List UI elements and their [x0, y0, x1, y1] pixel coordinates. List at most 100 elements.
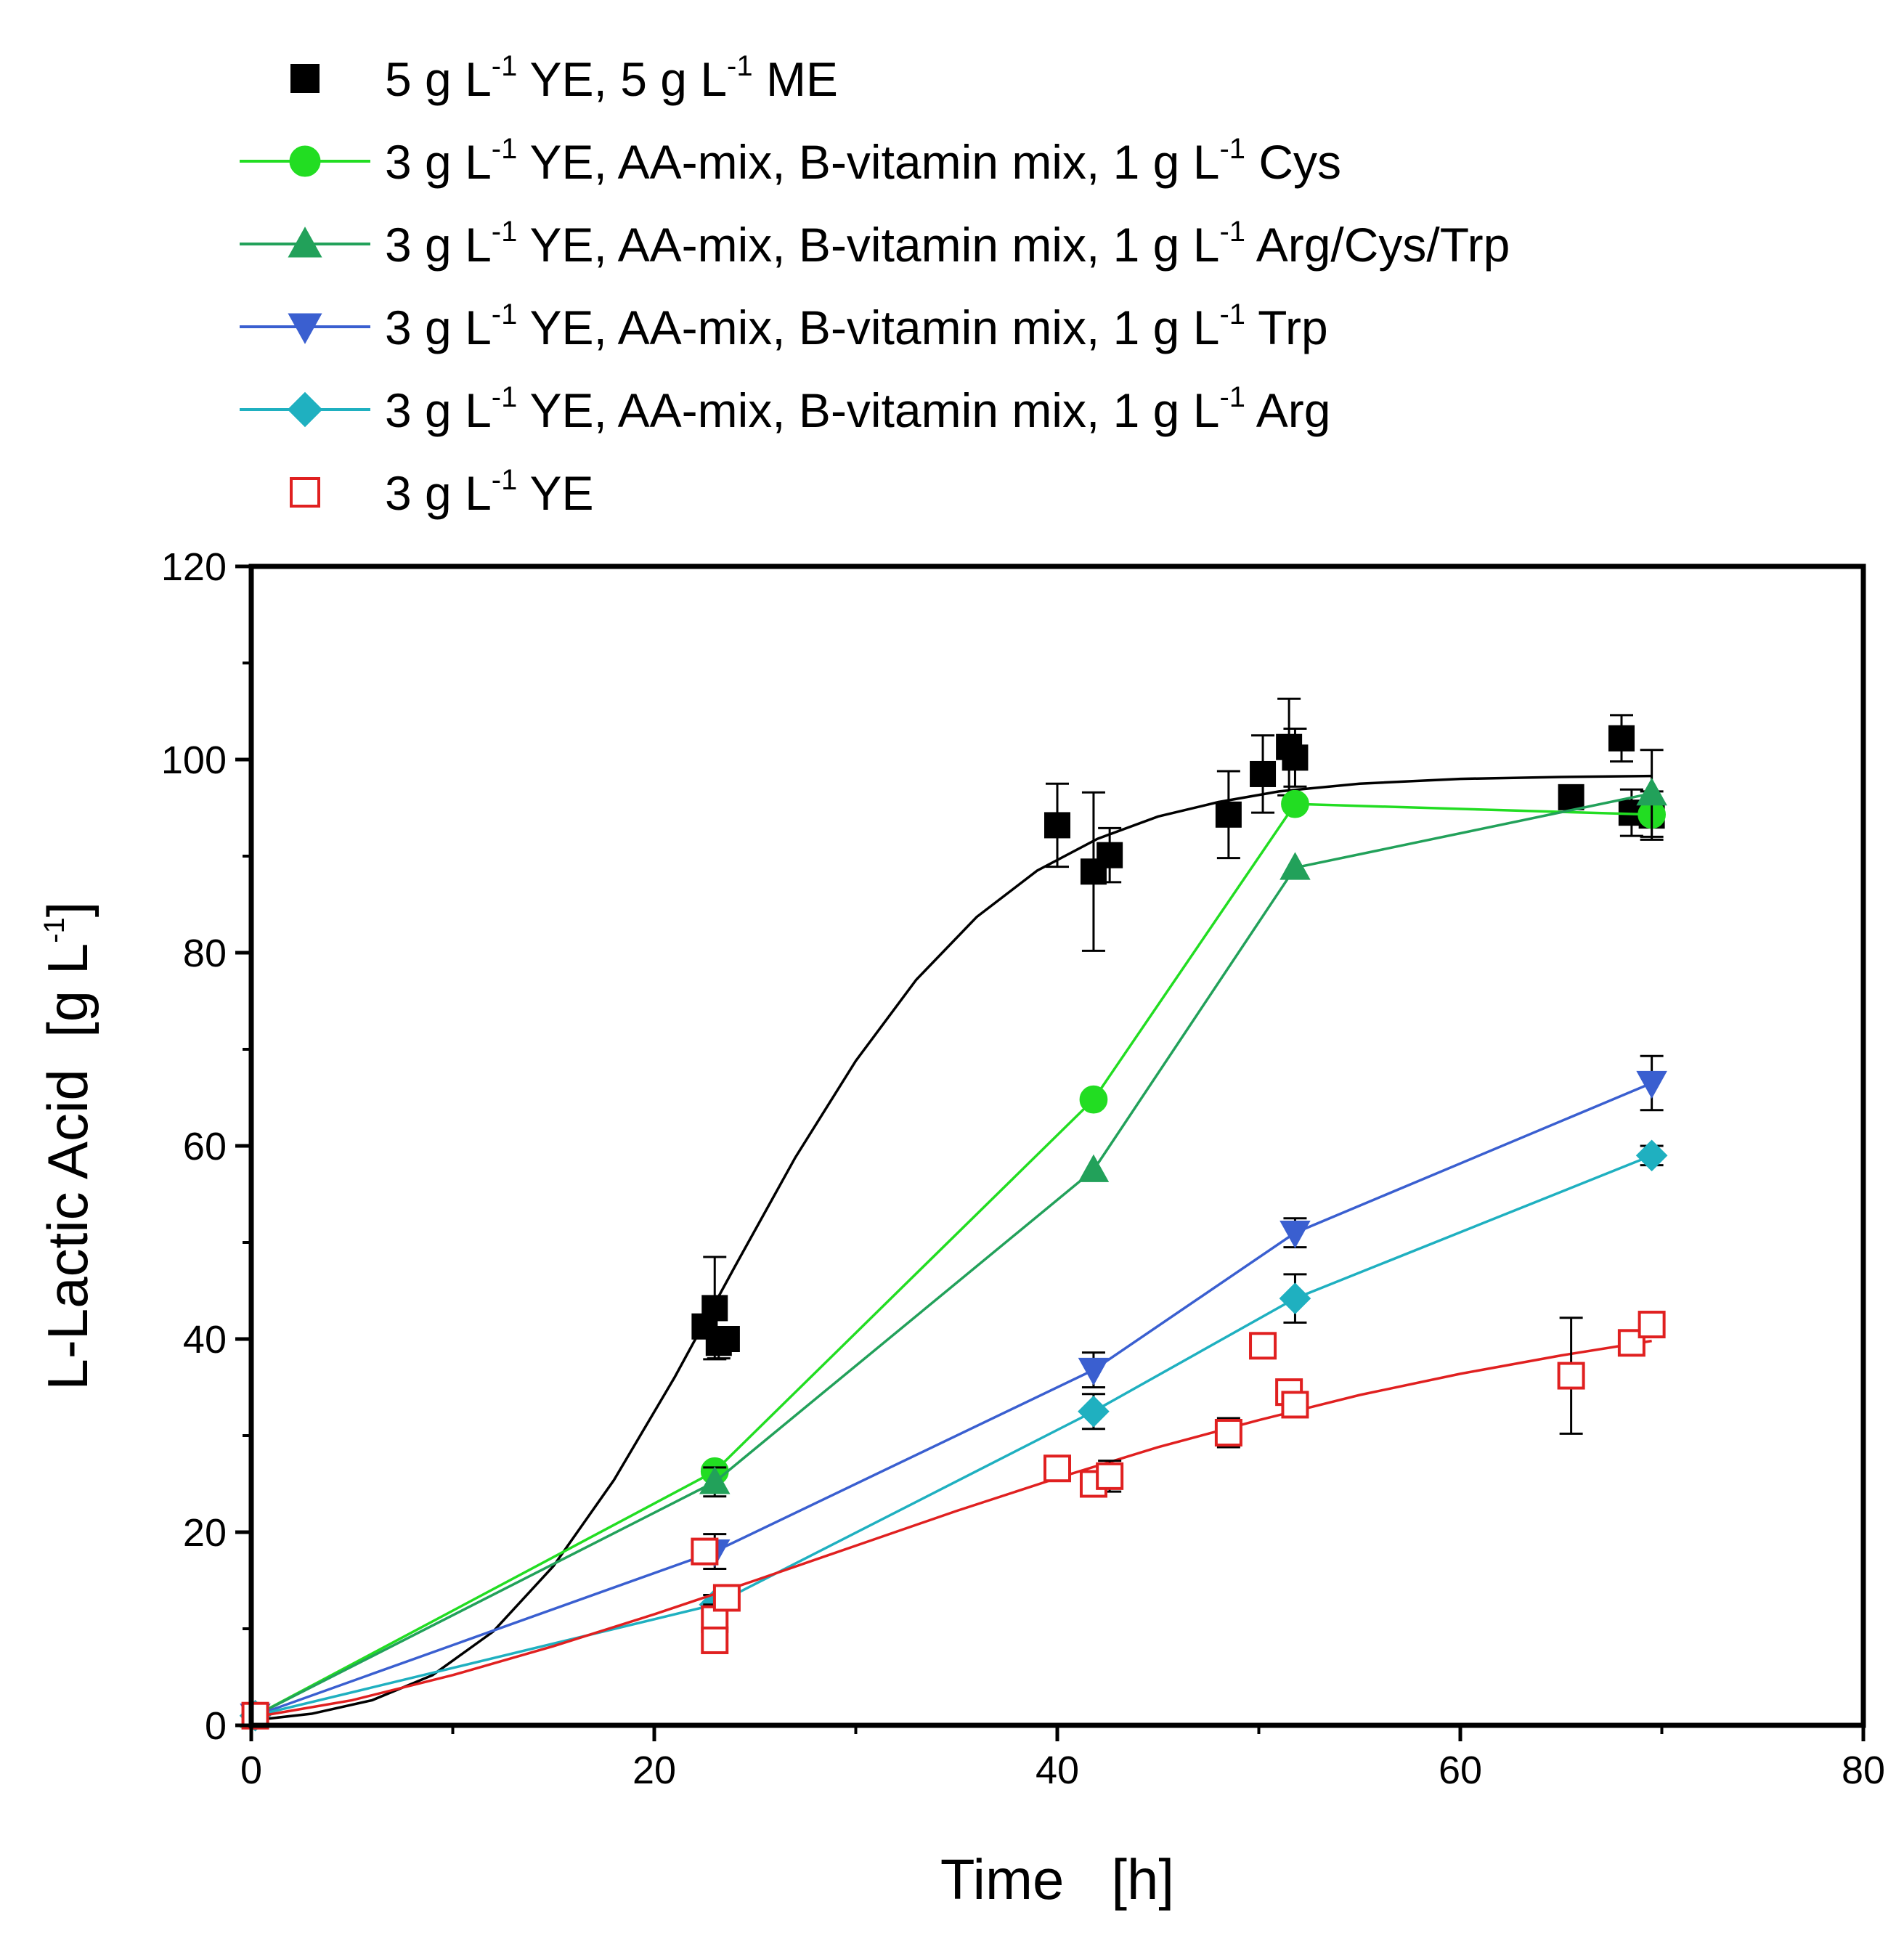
axes: 0 20 40 60 80 0 20 40 60 80 100 120 — [161, 545, 1885, 1792]
legend-label-sup: -1 — [1219, 298, 1245, 330]
data-point — [1637, 1311, 1666, 1339]
legend-label-text: 3 g L — [385, 466, 492, 520]
legend-label-sup: -1 — [1219, 216, 1245, 248]
x-tick-label: 60 — [1439, 1749, 1482, 1792]
data-point — [1557, 1362, 1585, 1390]
legend-label-text: YE, 5 g L — [517, 52, 727, 106]
data-point — [1608, 725, 1635, 752]
legend-label-text: 3 g L — [385, 383, 492, 437]
legend-label-sup: -1 — [492, 133, 518, 165]
series-line — [254, 792, 1652, 1717]
legend-label-text: YE, AA-mix, B-vitamin mix, 1 g L — [517, 383, 1219, 437]
legend-label-sup: -1 — [492, 298, 518, 330]
series-3 — [240, 1054, 1667, 1732]
series-line — [254, 1081, 1653, 1717]
series-line — [255, 1154, 1653, 1717]
data-point — [1078, 1154, 1110, 1182]
data-point — [1282, 744, 1309, 771]
series-line — [251, 774, 1652, 1722]
legend-label-text: Arg — [1245, 383, 1330, 437]
data-point — [1279, 1221, 1311, 1249]
data-point — [1558, 784, 1584, 810]
legend-entry: 3 g L-1 YE, AA-mix, B-vitamin mix, 1 g L… — [240, 133, 1341, 189]
data-point — [1636, 777, 1667, 806]
x-tick-label: 0 — [240, 1749, 262, 1792]
data-point — [1214, 1419, 1242, 1447]
data-point — [1279, 1282, 1311, 1314]
legend-label-text: YE, AA-mix, B-vitamin mix, 1 g L — [517, 135, 1219, 189]
y-tick-label: 60 — [183, 1125, 227, 1168]
legend-label: 3 g L-1 YE — [385, 464, 594, 520]
y-axis-title-main: L-Lactic Acid [g L — [36, 943, 99, 1391]
legend-label-sup: -1 — [1219, 381, 1245, 413]
legend-label-text: Arg/Cys/Trp — [1245, 218, 1510, 272]
data-point — [1279, 852, 1311, 880]
y-axis-title: L-Lactic Acid [g L-1] — [36, 902, 99, 1391]
legend-label-text: ME — [753, 52, 838, 106]
x-tick-label: 40 — [1036, 1749, 1079, 1792]
legend-entry: 5 g L-1 YE, 5 g L-1 ME — [290, 50, 838, 106]
legend-label-sup: -1 — [492, 381, 518, 413]
data-point — [1044, 812, 1070, 839]
series-line — [251, 1339, 1652, 1720]
legend-label: 3 g L-1 YE, AA-mix, B-vitamin mix, 1 g L… — [385, 381, 1330, 437]
data-point — [701, 1626, 729, 1654]
legend-label-sup: -1 — [1219, 133, 1245, 165]
x-axis-title: Time [h] — [940, 1847, 1174, 1911]
series-4 — [239, 1139, 1668, 1732]
data-point — [1080, 858, 1107, 885]
data-point — [691, 1537, 719, 1566]
legend-marker — [290, 64, 320, 93]
legend-label-sup: -1 — [727, 50, 753, 82]
data-point — [1250, 760, 1277, 787]
legend-marker — [288, 313, 322, 344]
legend-label-text: 3 g L — [385, 135, 492, 189]
y-tick-label: 20 — [183, 1511, 227, 1555]
y-axis-title-end: ] — [36, 902, 99, 918]
data-point — [701, 1295, 728, 1322]
legend-label: 5 g L-1 YE, 5 g L-1 ME — [385, 50, 838, 106]
series-5 — [241, 1311, 1666, 1730]
data-point — [1636, 1070, 1667, 1099]
x-tick-label: 20 — [632, 1749, 676, 1792]
x-tick-label: 80 — [1842, 1749, 1885, 1792]
legend-entry: 3 g L-1 YE, AA-mix, B-vitamin mix, 1 g L… — [240, 298, 1328, 354]
data-point — [1281, 789, 1309, 818]
legend: 5 g L-1 YE, 5 g L-1 ME3 g L-1 YE, AA-mix… — [240, 50, 1510, 520]
y-tick-label: 120 — [161, 545, 227, 589]
data-point — [1096, 1462, 1124, 1490]
legend-label-sup: -1 — [492, 50, 518, 82]
data-point — [1215, 801, 1242, 828]
data-point — [1281, 1391, 1309, 1419]
legend-marker — [289, 145, 321, 177]
data-point — [1249, 1332, 1277, 1360]
data-point — [1079, 1085, 1108, 1114]
legend-entry: 3 g L -1 YE, AA-mix, B-vitamin mix, 1 g L… — [240, 216, 1510, 272]
y-tick-label: 40 — [183, 1318, 227, 1362]
data-point — [1097, 842, 1123, 868]
data-point — [1078, 1357, 1110, 1386]
y-tick-label: 80 — [183, 932, 227, 975]
legend-label-text: 3 g L — [385, 301, 492, 354]
data-point — [1043, 1454, 1071, 1483]
series-0 — [242, 697, 1665, 1729]
y-tick-label: 0 — [205, 1704, 227, 1748]
data-point — [1635, 1139, 1668, 1172]
plot-content — [239, 697, 1668, 1732]
legend-label-text: YE, AA-mix, B-vitamin mix, 1 g L — [517, 301, 1219, 354]
legend-marker — [290, 477, 320, 508]
legend-label: 3 g L-1 YE, AA-mix, B-vitamin mix, 1 g L… — [385, 298, 1328, 354]
legend-label-sup: -1 — [492, 464, 518, 496]
data-point — [713, 1326, 740, 1352]
legend-label-text: YE, AA-mix, B-vitamin mix, 1 g L — [517, 218, 1219, 272]
legend-label-text: YE — [517, 466, 593, 520]
data-point — [1078, 1395, 1110, 1428]
legend-marker — [288, 227, 322, 258]
legend-label-text: Cys — [1245, 135, 1341, 189]
legend-label-text: 3 g L — [385, 218, 492, 272]
legend-marker — [287, 391, 323, 428]
legend-label-text: Trp — [1245, 301, 1328, 354]
y-axis-title-sup: -1 — [38, 917, 70, 943]
y-tick-label: 100 — [161, 738, 227, 782]
